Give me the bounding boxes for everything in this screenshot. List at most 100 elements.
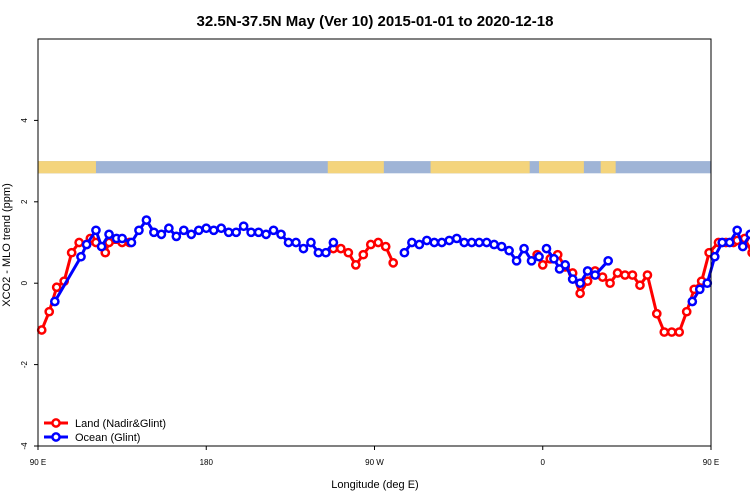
data-point xyxy=(365,239,376,250)
data-point xyxy=(149,227,159,238)
x-axis-label: Longitude (deg E) xyxy=(331,479,418,491)
data-point xyxy=(567,274,578,284)
data-point xyxy=(605,278,615,289)
data-point xyxy=(178,225,189,236)
legend-label: Land (Nadir&Glint) xyxy=(75,418,166,430)
data-point xyxy=(81,239,92,250)
data-point xyxy=(519,243,529,254)
data-point xyxy=(474,237,485,248)
data-point xyxy=(745,229,750,240)
data-point xyxy=(597,272,608,282)
data-point xyxy=(253,227,264,238)
data-point xyxy=(96,241,107,252)
data-point xyxy=(186,229,197,240)
data-point xyxy=(541,243,552,254)
data-point xyxy=(336,243,346,254)
data-point xyxy=(511,255,522,266)
data-point xyxy=(373,237,384,248)
data-point xyxy=(283,237,294,248)
series-land xyxy=(36,233,750,337)
data-point xyxy=(451,233,462,244)
data-point xyxy=(104,229,114,240)
data-point xyxy=(74,237,84,248)
series-ocean xyxy=(49,215,750,307)
data-point xyxy=(590,270,600,280)
land-ocean-strip xyxy=(38,161,711,174)
data-point xyxy=(612,268,623,278)
data-point xyxy=(575,288,585,299)
data-point xyxy=(407,237,417,248)
land-band xyxy=(430,161,530,174)
data-point xyxy=(350,260,361,270)
land-band xyxy=(539,161,584,174)
legend-marker xyxy=(51,418,61,428)
data-point xyxy=(76,251,86,262)
data-point xyxy=(582,266,593,276)
data-point xyxy=(732,225,743,236)
data-point xyxy=(489,239,499,250)
data-point xyxy=(328,237,339,248)
data-point xyxy=(694,284,705,295)
data-point xyxy=(91,225,101,236)
data-point xyxy=(321,247,331,258)
data-point xyxy=(603,255,614,266)
x-tick-label: 180 xyxy=(200,458,214,467)
data-point xyxy=(66,247,77,258)
data-point xyxy=(459,237,470,248)
data-point xyxy=(208,225,219,236)
data-point xyxy=(313,247,324,258)
legend: Land (Nadir&Glint) Ocean (Glint) xyxy=(44,418,166,444)
data-point xyxy=(216,223,227,234)
data-point xyxy=(549,253,559,264)
data-point xyxy=(717,237,728,248)
land-band xyxy=(600,161,616,174)
data-point xyxy=(231,227,242,238)
data-point xyxy=(117,233,127,244)
data-point xyxy=(141,215,152,225)
data-point xyxy=(709,251,720,262)
y-tick-label: 2 xyxy=(20,199,29,204)
y-tick-label: 4 xyxy=(20,118,29,123)
data-point xyxy=(156,229,167,240)
data-point xyxy=(659,327,670,337)
data-point xyxy=(534,251,544,262)
data-point xyxy=(44,306,55,317)
data-point xyxy=(666,327,677,337)
data-point xyxy=(380,241,391,252)
y-tick-label: -4 xyxy=(20,442,29,450)
y-tick-label: 0 xyxy=(20,280,29,285)
data-point xyxy=(36,325,47,335)
data-point xyxy=(291,237,301,248)
data-point xyxy=(421,235,432,246)
data-point xyxy=(481,237,492,248)
data-point xyxy=(223,227,234,238)
data-point xyxy=(298,243,309,254)
data-point xyxy=(504,245,514,256)
data-point xyxy=(261,229,271,240)
x-tick-label: 0 xyxy=(541,458,546,467)
data-point xyxy=(134,225,144,236)
series-layer xyxy=(36,215,750,337)
data-point xyxy=(358,249,369,260)
data-point xyxy=(126,237,137,248)
legend-marker xyxy=(51,432,61,442)
legend-label: Ocean (Glint) xyxy=(75,432,140,444)
data-point xyxy=(164,223,174,234)
data-point xyxy=(674,327,685,337)
data-point xyxy=(429,237,440,248)
data-point xyxy=(737,241,748,252)
data-point xyxy=(635,280,645,291)
data-point xyxy=(651,308,662,319)
data-point xyxy=(687,296,698,307)
data-point xyxy=(496,241,507,252)
x-tick-label: 90 W xyxy=(365,458,384,467)
data-point xyxy=(268,225,279,236)
data-point xyxy=(724,237,735,248)
data-point xyxy=(201,223,212,234)
data-point xyxy=(560,260,571,270)
x-tick-label: 90 E xyxy=(703,458,719,467)
data-point xyxy=(444,235,455,246)
data-point xyxy=(49,296,60,307)
data-point xyxy=(620,270,630,280)
